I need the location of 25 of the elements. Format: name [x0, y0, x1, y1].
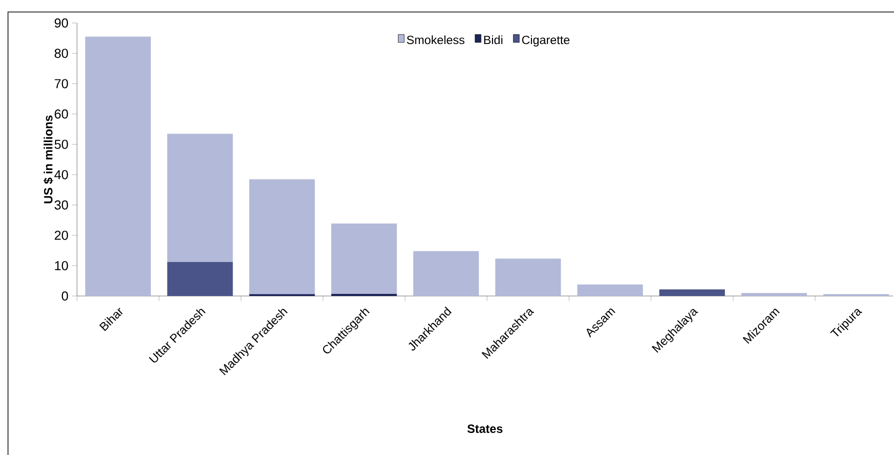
bar: [331, 223, 397, 294]
bar: [413, 251, 479, 296]
y-axis-title: US $ in millions: [43, 115, 54, 204]
y-tick-label: 70: [54, 79, 68, 88]
y-tick-label: 60: [54, 109, 68, 119]
y-tick-label: 10: [55, 261, 68, 270]
legend-label: Cigarette: [522, 35, 570, 47]
x-axis-title: States: [467, 424, 502, 433]
bar: [741, 292, 807, 296]
legend-label: Bidi: [484, 35, 502, 44]
bar: [167, 134, 233, 262]
y-tick-label: 80: [54, 48, 68, 58]
y-tick-label: 50: [54, 140, 68, 149]
y-tick-label: 0: [62, 291, 68, 301]
bar: [495, 258, 561, 296]
legend-label: Smokeless: [406, 35, 464, 44]
bar: [85, 36, 151, 296]
y-tick-label: 40: [54, 170, 68, 180]
y-tick-label: 90: [54, 18, 68, 28]
bar: [167, 262, 233, 296]
bar: [249, 179, 315, 294]
bar: [659, 289, 725, 296]
y-tick-label: 30: [54, 200, 68, 210]
y-tick-label: 20: [54, 230, 68, 240]
bar: [577, 284, 643, 296]
